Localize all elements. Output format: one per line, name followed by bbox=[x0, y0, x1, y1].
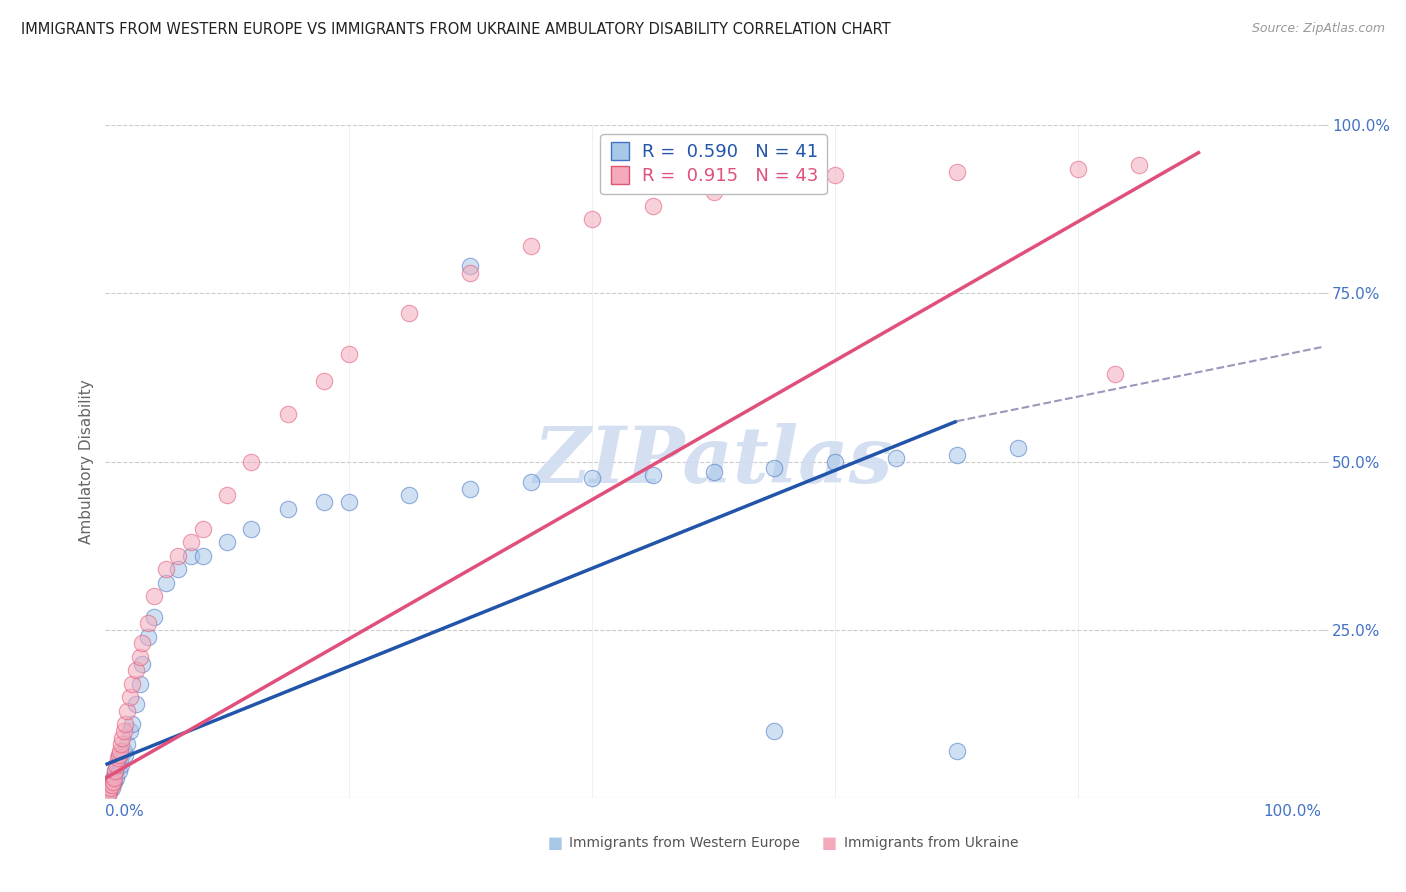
Point bbox=[111, 731, 134, 745]
Point bbox=[458, 482, 481, 496]
Point bbox=[105, 771, 128, 785]
Point bbox=[398, 306, 420, 320]
Text: Immigrants from Ukraine: Immigrants from Ukraine bbox=[844, 836, 1018, 850]
Point bbox=[104, 764, 127, 779]
Point bbox=[191, 549, 214, 563]
Point bbox=[1007, 441, 1029, 455]
Point bbox=[101, 771, 124, 785]
Point bbox=[98, 781, 121, 796]
Point bbox=[1128, 158, 1150, 172]
Point bbox=[458, 266, 481, 280]
Point bbox=[240, 522, 263, 536]
Point bbox=[108, 751, 131, 765]
Point bbox=[167, 562, 190, 576]
Text: ▪: ▪ bbox=[821, 831, 838, 855]
Point bbox=[97, 788, 120, 802]
Point bbox=[107, 757, 129, 772]
Point bbox=[121, 717, 143, 731]
Point bbox=[103, 771, 125, 785]
Point bbox=[103, 774, 125, 789]
Text: ▪: ▪ bbox=[547, 831, 564, 855]
Text: ZIPatlas: ZIPatlas bbox=[534, 424, 893, 500]
Point bbox=[217, 535, 239, 549]
Point bbox=[143, 590, 166, 604]
Point bbox=[117, 704, 139, 718]
Point bbox=[337, 347, 360, 361]
Point bbox=[763, 724, 786, 739]
Point bbox=[458, 260, 481, 274]
Point bbox=[112, 744, 135, 758]
Point bbox=[105, 757, 128, 772]
Point bbox=[945, 165, 967, 179]
Point bbox=[143, 609, 166, 624]
Point bbox=[108, 764, 131, 779]
Point bbox=[155, 575, 177, 590]
Legend: R =  0.590   N = 41, R =  0.915   N = 43: R = 0.590 N = 41, R = 0.915 N = 43 bbox=[600, 134, 827, 194]
Point bbox=[945, 448, 967, 462]
Point bbox=[314, 374, 336, 388]
Point bbox=[136, 616, 159, 631]
Point bbox=[945, 744, 967, 758]
Point bbox=[112, 724, 135, 739]
Point bbox=[884, 451, 907, 466]
Point bbox=[108, 744, 131, 758]
Point bbox=[107, 751, 129, 765]
Point bbox=[180, 549, 202, 563]
Point bbox=[108, 747, 131, 762]
Point bbox=[641, 468, 664, 483]
Point bbox=[1067, 161, 1090, 176]
Point bbox=[520, 239, 543, 253]
Text: 0.0%: 0.0% bbox=[105, 805, 145, 819]
Point bbox=[191, 522, 214, 536]
Point bbox=[98, 778, 121, 792]
Point bbox=[118, 690, 141, 705]
Text: Immigrants from Western Europe: Immigrants from Western Europe bbox=[569, 836, 800, 850]
Text: IMMIGRANTS FROM WESTERN EUROPE VS IMMIGRANTS FROM UKRAINE AMBULATORY DISABILITY : IMMIGRANTS FROM WESTERN EUROPE VS IMMIGR… bbox=[21, 22, 891, 37]
Point bbox=[641, 199, 664, 213]
Point bbox=[520, 475, 543, 489]
Point bbox=[180, 535, 202, 549]
Point bbox=[763, 461, 786, 475]
Point bbox=[104, 764, 127, 779]
Point bbox=[131, 657, 153, 671]
Point bbox=[824, 455, 846, 469]
Point bbox=[131, 636, 153, 650]
Point bbox=[100, 778, 122, 792]
Point bbox=[128, 649, 150, 664]
Point bbox=[763, 178, 786, 193]
Point bbox=[217, 488, 239, 502]
Point bbox=[100, 781, 122, 796]
Y-axis label: Ambulatory Disability: Ambulatory Disability bbox=[79, 379, 94, 544]
Point bbox=[118, 724, 141, 739]
Point bbox=[128, 677, 150, 691]
Point bbox=[702, 465, 725, 479]
Point bbox=[114, 717, 136, 731]
Point bbox=[98, 784, 121, 798]
Point bbox=[240, 455, 263, 469]
Point bbox=[167, 549, 190, 563]
Text: 100.0%: 100.0% bbox=[1264, 805, 1322, 819]
Point bbox=[337, 495, 360, 509]
Point bbox=[277, 501, 299, 516]
Point bbox=[155, 562, 177, 576]
Point bbox=[110, 757, 132, 772]
Point bbox=[98, 784, 121, 798]
Point bbox=[101, 774, 124, 789]
Point bbox=[114, 747, 136, 762]
Point bbox=[824, 169, 846, 183]
Point bbox=[581, 471, 603, 485]
Point bbox=[110, 738, 132, 752]
Point bbox=[125, 664, 148, 678]
Text: Source: ZipAtlas.com: Source: ZipAtlas.com bbox=[1251, 22, 1385, 36]
Point bbox=[314, 495, 336, 509]
Point bbox=[702, 186, 725, 200]
Point bbox=[398, 488, 420, 502]
Point bbox=[581, 212, 603, 227]
Point bbox=[121, 677, 143, 691]
Point bbox=[277, 408, 299, 422]
Point bbox=[117, 738, 139, 752]
Point bbox=[1104, 367, 1126, 381]
Point bbox=[125, 697, 148, 711]
Point bbox=[136, 630, 159, 644]
